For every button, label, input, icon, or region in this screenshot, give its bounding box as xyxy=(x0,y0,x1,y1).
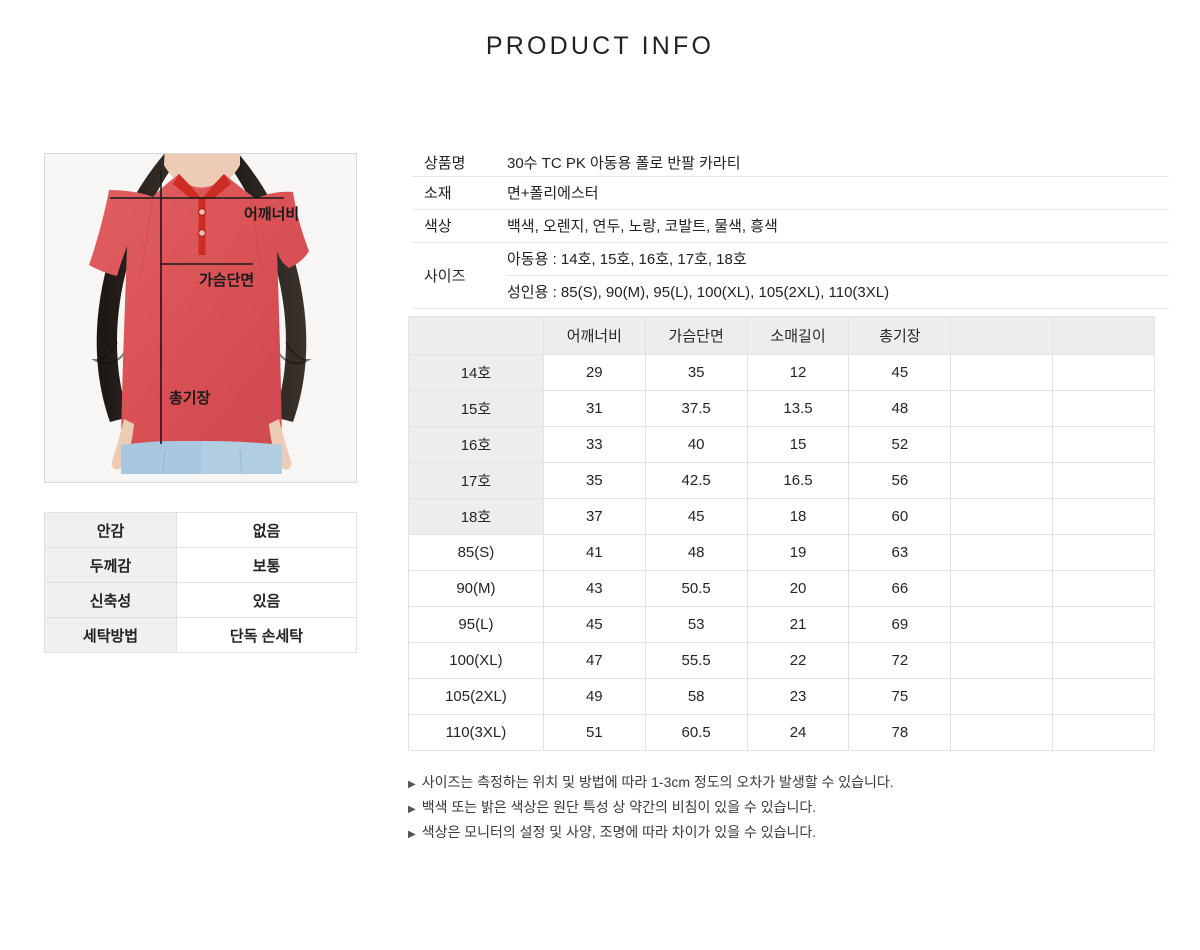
svg-text:가슴단면: 가슴단면 xyxy=(199,272,254,289)
svg-text:총기장: 총기장 xyxy=(169,389,211,407)
svg-text:어깨너비: 어깨너비 xyxy=(244,206,299,223)
